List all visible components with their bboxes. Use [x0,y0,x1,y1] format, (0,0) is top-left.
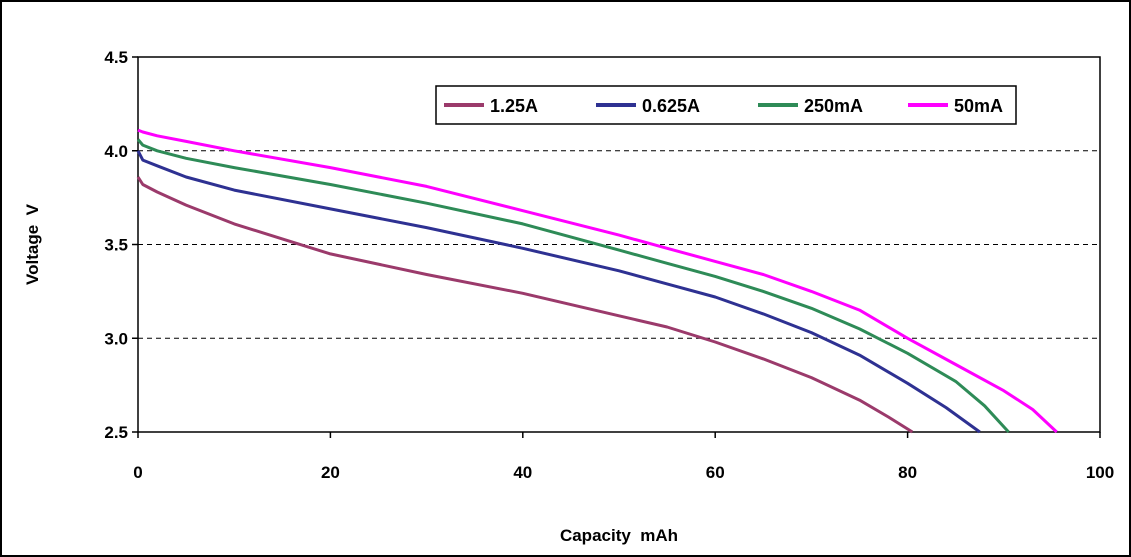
legend-label: 1.25A [490,96,538,116]
series-line-2 [136,138,1010,434]
x-tick-label: 40 [513,463,532,482]
legend-label: 0.625A [642,96,700,116]
y-axis-title: Voltage V [23,203,42,285]
y-tick-label: 2.5 [104,423,128,442]
x-axis-title: Capacity mAh [560,526,678,545]
legend: 1.25A 0.625A 250mA 50mA [435,85,1017,125]
y-tick-label: 4.0 [104,142,128,161]
axis-ticks: 2.5 3.0 3.5 4.0 4.5 0 20 40 60 80 100 [104,48,1114,482]
x-tick-label: 80 [898,463,917,482]
y-tick-label: 4.5 [104,48,128,67]
series-line-3 [137,128,1058,434]
series-layer [136,128,1058,434]
series-line-0 [136,176,914,434]
x-tick-label: 60 [706,463,725,482]
x-tick-label: 0 [133,463,142,482]
x-tick-label: 20 [321,463,340,482]
legend-label: 50mA [954,96,1003,116]
x-tick-label: 100 [1086,463,1114,482]
y-tick-label: 3.0 [104,329,128,348]
series-line-1 [136,150,981,434]
legend-label: 250mA [804,96,863,116]
grid-layer [138,150,1100,339]
y-tick-label: 3.5 [104,236,128,255]
